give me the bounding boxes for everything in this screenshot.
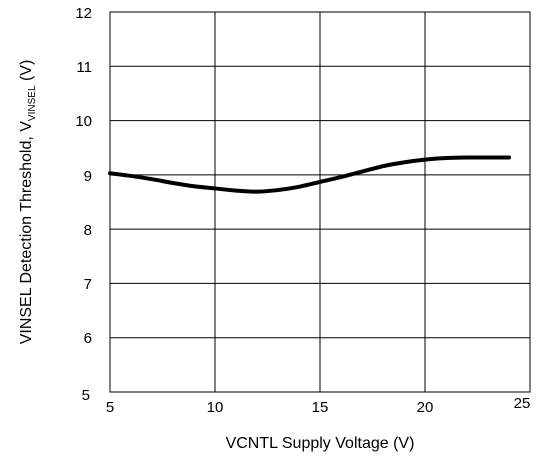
x-tick-label: 10 — [207, 399, 224, 416]
y-tick-label: 5 — [82, 387, 90, 404]
x-tick-label: 5 — [106, 399, 114, 416]
y-tick-label: 12 — [75, 5, 92, 22]
y-tick-labels: 5 6 7 8 9 10 11 12 — [75, 5, 92, 404]
y-tick-label: 7 — [84, 276, 92, 293]
y-tick-label: 6 — [84, 330, 92, 347]
x-tick-label: 20 — [417, 399, 434, 416]
y-axis-label-subscript: VINSEL — [27, 85, 38, 121]
y-axis-label: VINSEL Detection Threshold, VVINSEL (V) — [18, 60, 38, 345]
y-axis-label-main: VINSEL Detection Threshold, V — [18, 121, 35, 345]
x-tick-labels: 5 10 15 20 25 — [106, 395, 531, 416]
x-axis-label: VCNTL Supply Voltage (V) — [226, 435, 415, 452]
series-line — [108, 155, 511, 194]
y-tick-label: 9 — [84, 168, 92, 185]
y-tick-label: 10 — [75, 113, 92, 130]
plot-frame — [109, 11, 531, 393]
y-tick-label: 11 — [76, 59, 92, 76]
y-tick-label: 8 — [84, 222, 92, 239]
x-tick-label: 25 — [514, 395, 531, 412]
y-axis-label-unit: (V) — [18, 60, 35, 86]
grid — [110, 12, 530, 392]
x-tick-label: 15 — [312, 399, 329, 416]
